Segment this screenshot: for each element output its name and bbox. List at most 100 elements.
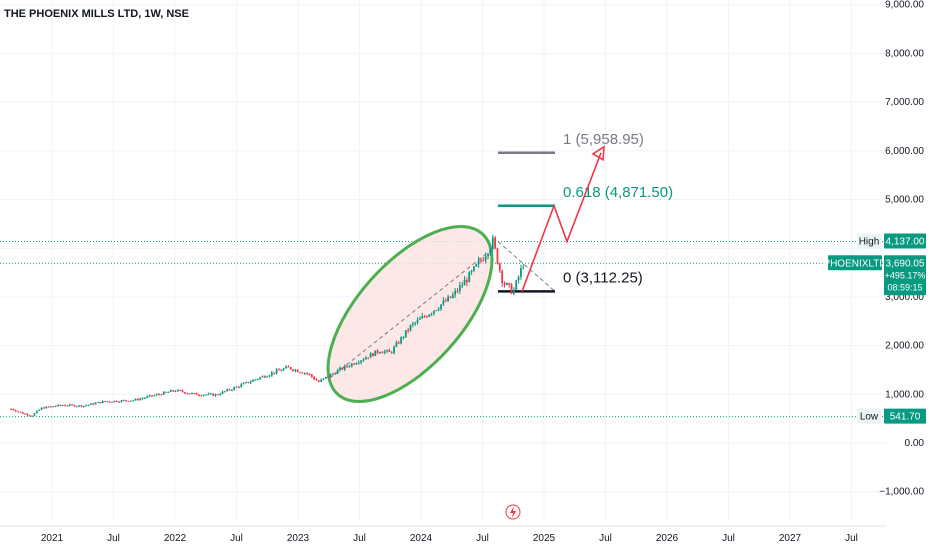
candle-body — [489, 249, 492, 254]
candle-body — [212, 393, 214, 396]
candle-body — [64, 405, 66, 407]
candle-body — [317, 380, 320, 382]
candle-body — [122, 400, 125, 402]
candle-body — [176, 389, 179, 392]
candle-body — [146, 396, 149, 398]
candle-body — [329, 374, 332, 378]
symbol-tag-bg — [828, 255, 882, 271]
candle-body — [59, 404, 62, 406]
candle-body — [120, 400, 123, 402]
candle-body — [287, 366, 290, 368]
candle-body — [322, 378, 325, 380]
candle-body — [85, 405, 88, 407]
projection-arrowhead — [591, 145, 605, 162]
candle-body — [315, 379, 318, 381]
candle-body — [82, 405, 85, 407]
candle-body — [348, 366, 351, 368]
high-tag: High — [857, 233, 881, 249]
last-price-last_price: 3,690.05 — [886, 258, 925, 269]
candle-body — [99, 402, 102, 404]
candle-body — [491, 237, 494, 250]
candle-body — [369, 353, 372, 358]
last-price-box: 3,690.05+495.17% 08:59:15 — [884, 255, 926, 296]
candle-body — [299, 372, 301, 374]
candle-body — [282, 368, 285, 371]
flash-icon[interactable] — [505, 504, 521, 520]
candle-body — [78, 405, 81, 407]
candle-body — [501, 270, 504, 283]
candle-body — [268, 375, 271, 377]
candle-body — [442, 300, 445, 305]
candle-body — [26, 413, 29, 416]
x-tick-label: Jul — [599, 533, 612, 544]
y-axis[interactable]: 9,000.00 8,000.00 7,000.00 6,000.00 5,000.00… — [879, 0, 924, 498]
candle-body — [458, 285, 461, 292]
y-tick-label: −1,000.00 — [879, 487, 924, 498]
candle-body — [310, 374, 313, 377]
candle-body — [404, 330, 407, 338]
candle-body — [383, 351, 386, 353]
candle-body — [127, 400, 130, 402]
candle-body — [263, 376, 266, 378]
candle-body — [43, 407, 45, 409]
candle-body — [426, 316, 428, 318]
candle-body — [73, 405, 76, 407]
x-tick-label: Jul — [845, 533, 858, 544]
candle-body — [139, 398, 142, 401]
candle-body — [179, 389, 182, 391]
fibonacci-extension[interactable]: 1 (5,958.95) 0.618 (4,871.50) 0 (3,112.25) — [497, 131, 673, 293]
candle-body — [137, 398, 139, 401]
candle-body — [327, 376, 330, 378]
candle-body — [357, 362, 360, 364]
candle-body — [454, 290, 457, 295]
candle-body — [320, 379, 323, 382]
candle-body — [440, 304, 442, 309]
candle-body — [468, 272, 471, 283]
candle-body — [508, 283, 511, 285]
candle-body — [195, 393, 198, 396]
candle-body — [181, 390, 184, 393]
x-tick-label: 2027 — [779, 533, 802, 544]
candle-body — [494, 237, 496, 249]
candle-body — [216, 394, 219, 396]
candle-body — [346, 365, 348, 367]
candle-body — [151, 395, 153, 397]
projection-arrow[interactable] — [521, 152, 602, 292]
candle-body — [231, 389, 233, 391]
candle-body — [118, 401, 120, 403]
candle-body — [174, 391, 177, 393]
candle-body — [87, 404, 90, 406]
y-tick-label: 5,000.00 — [885, 195, 924, 206]
x-tick-label: Jul — [722, 533, 735, 544]
y-tick-label: 3,000.00 — [885, 292, 924, 303]
x-tick-label: Jul — [476, 533, 489, 544]
x-axis[interactable]: 2021 Jul 2022 Jul 2023 Jul 2024 Jul 2025 Jul 2026 J… — [0, 525, 886, 544]
candle-body — [374, 350, 377, 356]
candle-body — [186, 393, 189, 395]
candle-body — [35, 410, 38, 414]
fib-level-label: 0 (3,112.25) — [563, 269, 643, 286]
candle-body — [395, 342, 398, 347]
candle-body — [71, 404, 73, 406]
candle-body — [461, 285, 464, 287]
candle-body — [503, 282, 506, 285]
candle-body — [226, 389, 229, 392]
candle-body — [444, 300, 447, 302]
candle-body — [238, 386, 240, 388]
candle-body — [416, 319, 419, 323]
candle-body — [240, 384, 243, 388]
candle-body — [372, 353, 374, 356]
candle-body — [68, 404, 71, 406]
candle-body — [480, 260, 482, 262]
candle-body — [367, 357, 370, 359]
candle-body — [144, 397, 146, 399]
candle-body — [505, 283, 508, 285]
candle-body — [381, 352, 384, 354]
candle-body — [219, 394, 222, 396]
candle-body — [301, 372, 304, 374]
candle-body — [306, 373, 308, 375]
candle-body — [355, 363, 358, 365]
candle-body — [414, 322, 417, 324]
candle-body — [350, 363, 353, 367]
